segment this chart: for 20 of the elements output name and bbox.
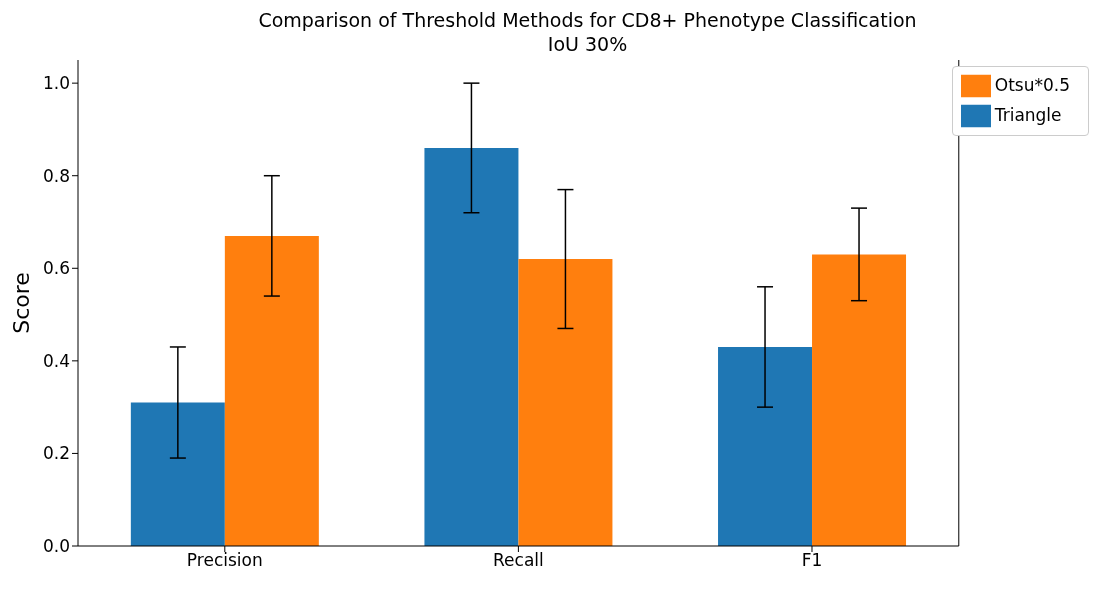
x-tick-label: Precision <box>186 550 263 571</box>
x-tick-label: Recall <box>493 550 544 571</box>
x-tick-label: F1 <box>801 550 823 571</box>
y-tick-label: 0.4 <box>42 350 70 371</box>
bar <box>130 402 225 546</box>
bar <box>224 235 319 546</box>
legend-label: Triangle <box>994 105 1062 125</box>
y-tick-label: 0.0 <box>42 536 70 557</box>
y-tick-label: 0.8 <box>42 165 70 186</box>
bar <box>718 346 813 546</box>
y-tick-label: 1.0 <box>42 73 70 94</box>
chart-title: Comparison of Threshold Methods for CD8+ Phenotype Classification <box>257 8 918 32</box>
bar <box>518 259 613 546</box>
legend-label: Otsu*0.5 <box>994 75 1070 95</box>
y-tick-label: 0.6 <box>42 258 70 279</box>
bar <box>424 147 519 546</box>
y-tick-label: 0.2 <box>42 443 70 464</box>
bar <box>812 254 907 546</box>
chart-subtitle: IoU 30% <box>546 32 629 56</box>
y-axis-title: Score <box>8 272 34 334</box>
